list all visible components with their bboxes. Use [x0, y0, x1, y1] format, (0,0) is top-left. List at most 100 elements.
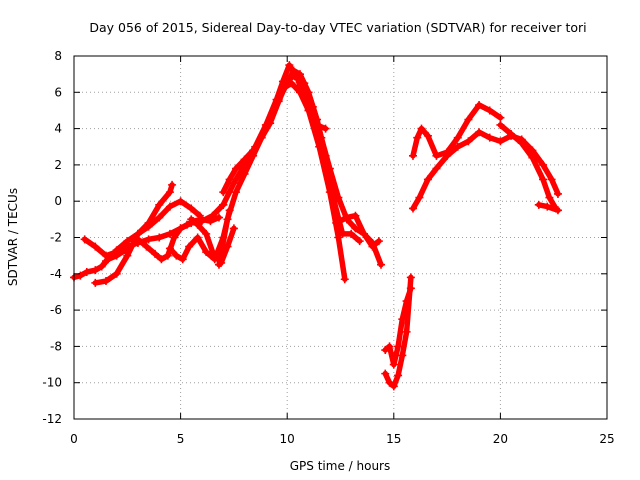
- data-point: [342, 213, 351, 222]
- data-point: [225, 175, 234, 184]
- data-point: [185, 242, 194, 251]
- data-point: [229, 179, 238, 188]
- data-point: [496, 113, 505, 122]
- data-point: [165, 229, 174, 238]
- series-arc-12-points: [278, 79, 330, 133]
- data-point: [415, 193, 424, 202]
- y-tick-label: 8: [54, 49, 62, 63]
- data-point: [385, 342, 394, 351]
- data-point: [406, 273, 415, 282]
- data-point: [208, 248, 217, 257]
- data-point: [402, 297, 411, 306]
- y-tick-label: 0: [54, 194, 62, 208]
- data-point: [97, 262, 106, 271]
- data-point: [193, 220, 202, 229]
- data-point: [91, 278, 100, 287]
- data-point: [91, 266, 100, 275]
- x-tick-label: 25: [599, 432, 614, 446]
- data-point: [172, 251, 181, 260]
- data-point: [82, 267, 91, 276]
- data-point: [464, 115, 473, 124]
- plot-series: [70, 61, 562, 391]
- data-point: [219, 200, 228, 209]
- data-point: [176, 197, 185, 206]
- data-point: [214, 213, 223, 222]
- data-point: [539, 175, 548, 184]
- data-point: [423, 131, 432, 140]
- series-arc-11-points: [332, 211, 383, 251]
- data-point: [142, 242, 151, 251]
- data-point: [165, 244, 174, 253]
- data-point: [123, 251, 132, 260]
- data-point: [155, 213, 164, 222]
- x-tick-label: 5: [177, 432, 185, 446]
- data-point: [182, 220, 191, 229]
- data-point: [398, 351, 407, 360]
- data-point: [453, 133, 462, 142]
- data-point: [229, 224, 238, 233]
- data-point: [528, 153, 537, 162]
- data-point: [402, 327, 411, 336]
- data-point: [394, 342, 403, 351]
- data-point: [355, 237, 364, 246]
- x-tick-label: 15: [386, 432, 401, 446]
- data-point: [151, 249, 160, 258]
- data-point: [278, 84, 287, 93]
- data-point: [219, 188, 228, 197]
- data-point: [453, 142, 462, 151]
- y-tick-label: -2: [50, 231, 62, 245]
- data-point: [206, 217, 215, 226]
- data-point: [539, 160, 548, 169]
- data-point: [485, 106, 494, 115]
- data-point: [389, 360, 398, 369]
- data-point: [112, 269, 121, 278]
- data-point: [249, 146, 258, 155]
- data-point: [157, 255, 166, 264]
- data-point: [193, 233, 202, 242]
- data-point: [168, 180, 177, 189]
- data-point: [334, 233, 343, 242]
- data-point: [545, 193, 554, 202]
- data-point: [232, 164, 241, 173]
- y-tick-labels: -12 -10 -8 -6 -4 -2 0 2 4 6 8: [42, 49, 62, 426]
- data-point: [543, 202, 552, 211]
- data-point: [334, 193, 343, 202]
- data-point: [285, 61, 294, 70]
- data-point: [165, 202, 174, 211]
- series-arc-18-points: [534, 200, 562, 215]
- data-point: [187, 204, 196, 213]
- data-point: [377, 260, 386, 269]
- data-point: [308, 102, 317, 111]
- y-tick-label: -4: [50, 267, 62, 281]
- data-point: [155, 233, 164, 242]
- x-tick-label: 0: [70, 432, 78, 446]
- data-point: [223, 215, 232, 224]
- y-tick-label: -8: [50, 339, 62, 353]
- data-point: [389, 382, 398, 391]
- data-point: [155, 200, 164, 209]
- x-tick-label: 10: [280, 432, 295, 446]
- data-point: [381, 369, 390, 378]
- data-point: [496, 120, 505, 129]
- data-point: [170, 233, 179, 242]
- tick-marks: [73, 55, 608, 420]
- data-point: [485, 133, 494, 142]
- data-point: [475, 101, 484, 110]
- series-arc-4-points: [101, 180, 177, 266]
- data-point: [464, 137, 473, 146]
- y-tick-label: -12: [42, 412, 62, 426]
- data-point: [321, 124, 330, 133]
- data-point: [325, 188, 334, 197]
- data-point: [325, 164, 334, 173]
- data-point: [547, 175, 556, 184]
- data-point: [443, 148, 452, 157]
- data-point: [240, 155, 249, 164]
- data-point: [91, 242, 100, 251]
- data-point: [187, 215, 196, 224]
- data-point: [274, 97, 283, 106]
- data-point: [413, 133, 422, 142]
- data-point: [295, 88, 304, 97]
- data-point: [432, 151, 441, 160]
- data-point: [123, 237, 132, 246]
- y-tick-label: 2: [54, 158, 62, 172]
